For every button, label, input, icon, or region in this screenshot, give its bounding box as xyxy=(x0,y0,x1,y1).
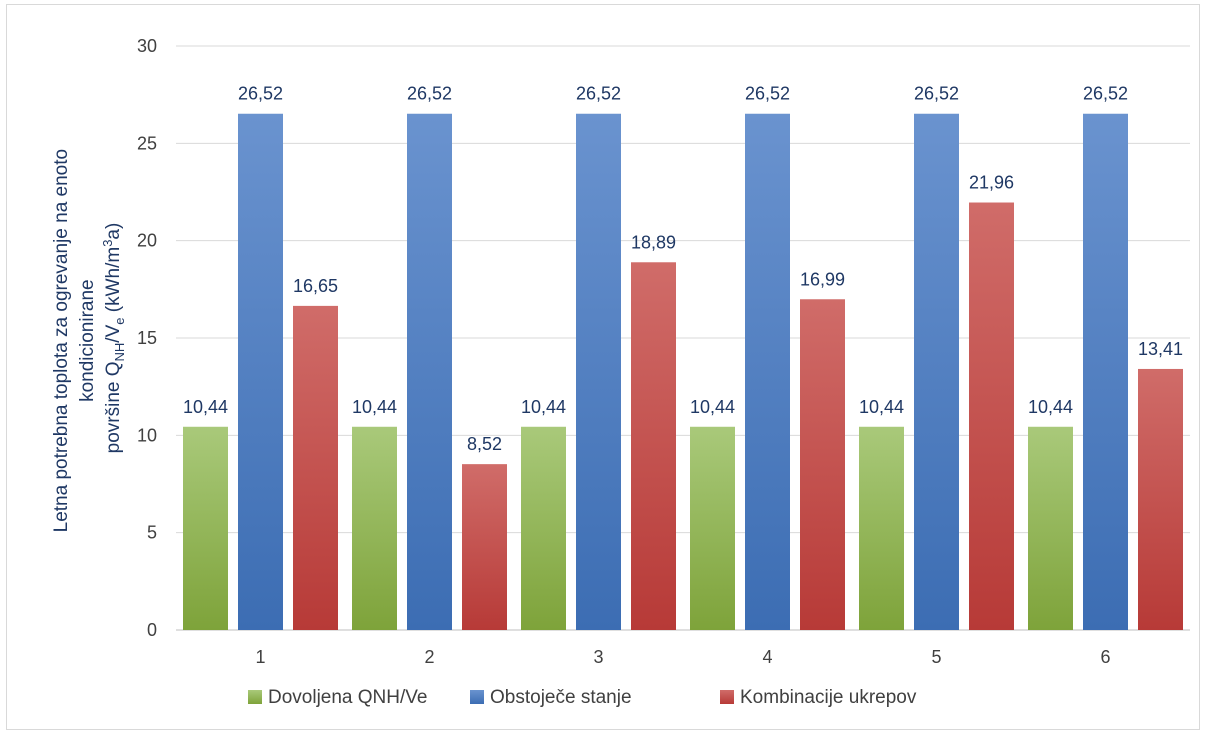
data-label: 13,41 xyxy=(1138,339,1183,359)
data-label: 26,52 xyxy=(407,84,452,104)
y-axis-label-line3: površine QNH/Ve (kWh/m3a) xyxy=(100,223,127,454)
data-label: 26,52 xyxy=(576,84,621,104)
data-label: 10,44 xyxy=(690,397,735,417)
bar-2-5 xyxy=(914,113,959,630)
y-label-sub-nh: NH xyxy=(112,343,127,362)
x-tick-label: 5 xyxy=(931,647,941,667)
data-label: 26,52 xyxy=(238,84,283,104)
y-label-sup-3: 3 xyxy=(100,240,115,247)
y-axis-label: Letna potrebna toplota za ogrevanje na e… xyxy=(51,144,127,533)
bar-1-2 xyxy=(352,426,397,630)
data-label: 16,99 xyxy=(800,269,845,289)
data-label: 10,44 xyxy=(521,397,566,417)
data-label: 8,52 xyxy=(467,434,502,454)
data-label: 10,44 xyxy=(352,397,397,417)
data-label: 16,65 xyxy=(293,276,338,296)
bar-2-1 xyxy=(238,113,283,630)
legend-swatch xyxy=(720,690,734,704)
x-tick-label: 6 xyxy=(1100,647,1110,667)
y-label-v: /V xyxy=(103,324,124,342)
legend-label: Kombinacije ukrepov xyxy=(740,687,917,708)
bar-1-6 xyxy=(1028,426,1073,630)
bar-3-6 xyxy=(1138,368,1183,630)
y-tick-label: 25 xyxy=(137,133,157,153)
data-label: 10,44 xyxy=(859,397,904,417)
x-tick-label: 1 xyxy=(255,647,265,667)
data-label: 21,96 xyxy=(969,173,1014,193)
legend-label: Obstoječe stanje xyxy=(490,687,632,708)
bar-2-6 xyxy=(1083,113,1128,630)
y-axis-ticks: 0 5 10 15 20 25 30 xyxy=(137,36,157,640)
bar-3-1 xyxy=(293,305,338,630)
bar-3-2 xyxy=(462,464,507,630)
x-tick-label: 4 xyxy=(762,647,772,667)
bars xyxy=(183,113,1183,630)
data-label: 10,44 xyxy=(1028,397,1073,417)
bar-2-3 xyxy=(576,113,621,630)
y-axis-label-line1: Letna potrebna toplota za ogrevanje na e… xyxy=(51,149,72,532)
data-labels: 10,44 26,52 16,65 10,44 26,52 8,52 10,44 26,52 1… xyxy=(183,84,1183,454)
bar-3-4 xyxy=(800,299,845,630)
data-label: 26,52 xyxy=(1083,84,1128,104)
bar-2-4 xyxy=(745,113,790,630)
y-label-unit: (kWh/m xyxy=(103,247,124,318)
y-tick-label: 15 xyxy=(137,328,157,348)
data-label: 26,52 xyxy=(914,84,959,104)
x-axis-ticks: 1 2 3 4 5 6 xyxy=(255,647,1110,667)
bar-3-3 xyxy=(631,262,676,630)
data-label: 26,52 xyxy=(745,84,790,104)
y-label-sub-e: e xyxy=(112,318,127,325)
legend-swatch xyxy=(248,690,262,704)
y-tick-label: 20 xyxy=(137,231,157,251)
bar-1-4 xyxy=(690,426,735,630)
y-tick-label: 30 xyxy=(137,36,157,56)
y-label-unit-end: a) xyxy=(103,223,124,240)
x-tick-label: 3 xyxy=(593,647,603,667)
bar-1-3 xyxy=(521,426,566,630)
data-label: 10,44 xyxy=(183,397,228,417)
bar-1-1 xyxy=(183,426,228,630)
data-label: 18,89 xyxy=(631,232,676,252)
bar-1-5 xyxy=(859,426,904,630)
x-tick-label: 2 xyxy=(424,647,434,667)
y-label-q: površine Q xyxy=(103,361,124,453)
y-axis-label-line2: kondicionirane xyxy=(77,279,98,402)
legend-swatch xyxy=(470,690,484,704)
y-tick-label: 0 xyxy=(147,620,157,640)
y-tick-label: 5 xyxy=(147,523,157,543)
gridlines xyxy=(176,45,1190,631)
bar-3-5 xyxy=(969,202,1014,630)
bar-2-2 xyxy=(407,113,452,630)
legend: Dovoljena QNH/Ve Obstoječe stanje Kombinac… xyxy=(248,687,917,708)
legend-label: Dovoljena QNH/Ve xyxy=(268,687,427,708)
y-tick-label: 10 xyxy=(137,425,157,445)
